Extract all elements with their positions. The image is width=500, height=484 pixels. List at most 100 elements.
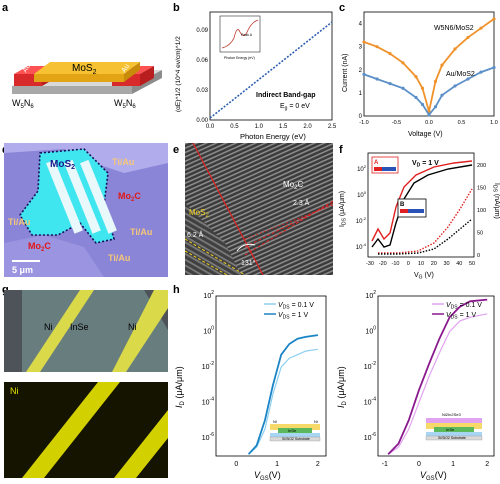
svg-text:Si/SiO2 Substrate: Si/SiO2 Substrate — [438, 436, 466, 440]
b-xtick: 1.0 — [255, 124, 264, 130]
c-point — [401, 86, 405, 90]
panel-b-xticks: 0.0 0.5 1.0 1.5 2.0 2.5 — [206, 124, 337, 130]
b-xtick: 1.5 — [279, 124, 288, 130]
f-yticks-left: 102 100 10-2 10-4 — [356, 164, 367, 251]
e-spacing-1: 2.3 Å — [293, 198, 310, 207]
h-ytick: 10-6 — [202, 432, 214, 442]
h-left-series — [247, 334, 319, 455]
svg-text:10-4: 10-4 — [356, 242, 367, 251]
e-interface-line — [192, 143, 264, 275]
f-xtick: -20 — [379, 261, 387, 267]
panel-e-letter: e — [173, 144, 180, 156]
f-ytick-right: 200 — [477, 163, 486, 169]
c-ytick: 0 — [359, 114, 363, 120]
c-point — [453, 47, 457, 51]
panel-c-legend-2: Au/MoS2 — [446, 71, 475, 78]
f-ytick-right: 0 — [477, 253, 480, 259]
panel-g-images: Ni InSe Ni Ni — [4, 290, 168, 478]
c-xtick: -1.0 — [359, 120, 368, 126]
f-xtick: -30 — [366, 261, 374, 267]
c-point — [479, 70, 483, 74]
h-left-xlabel: VGS(V) — [254, 470, 281, 482]
c-point — [414, 95, 418, 100]
d-tiau-label-4: Ti/Au — [108, 253, 130, 263]
e-angle-label: 131° — [241, 259, 256, 267]
h-ytick: 10-6 — [364, 432, 376, 442]
f-ylabel-right: IDS (nA/μm) — [492, 183, 500, 219]
f-xtick: 40 — [456, 261, 462, 267]
f-ytick-right: 100 — [477, 208, 486, 214]
panel-h-left-chart: VDS = 0.1 V VDS = 1 V Ni InSe Ni Si/SiO2… — [174, 290, 327, 482]
c-point — [466, 35, 470, 40]
d-scale-label: 5 μm — [12, 265, 33, 275]
h-right-xticks: -1 0 1 2 — [382, 461, 490, 468]
c-point — [433, 79, 438, 83]
f-xticks: -30 -20 -10 0 10 20 30 40 50 — [366, 261, 475, 267]
e-mos2-label: MoS2 — [189, 208, 209, 219]
f-title: VD = 1 V — [412, 160, 439, 169]
h-left-legend-1: VDS = 0.1 V — [278, 302, 314, 311]
b-ytick: 0.00 — [196, 118, 208, 124]
h-series-line — [387, 313, 488, 455]
c-ytick: 1 — [359, 91, 363, 97]
c-point — [440, 63, 444, 67]
e-spacing-2: 6.2 Å — [187, 230, 204, 239]
panel-d-micrograph: MoS2 Ti/Au Ti/Au Ti/Au Ti/Au Mo2C Mo2C 5… — [4, 143, 168, 277]
h-xtick: 1 — [451, 461, 455, 468]
inset-peak-label: Peak A — [241, 33, 253, 37]
panel-h-right-chart: VDS = 0.1 V VDS = 1 V Ni2In2Se3 InSe Si/… — [336, 290, 495, 482]
panel-b-letter: b — [173, 2, 180, 14]
panel-c-series-au — [362, 65, 496, 117]
panel-c-yticks: 0 1 2 3 4 — [359, 22, 363, 120]
f-ytick-right: 150 — [477, 186, 486, 192]
c-series-line — [363, 18, 495, 112]
panel-b-yticks: 0.00 0.03 0.06 0.09 — [196, 28, 208, 124]
h-series-line — [248, 348, 318, 455]
b-ytick: 0.09 — [196, 28, 208, 34]
h-right-series — [387, 298, 488, 455]
eg-annotation: Eg = 0 eV — [280, 103, 310, 112]
c-point — [375, 45, 379, 49]
panel-b-line — [209, 21, 333, 119]
d-tiau-label-1: Ti/Au — [112, 157, 134, 167]
c-point — [362, 40, 366, 44]
f-curve-red — [371, 160, 473, 242]
panel-c-xticks: -1.0 -0.5 0.0 0.5 1.0 — [359, 120, 498, 126]
c-ytick: 3 — [359, 45, 363, 51]
h-xtick: 1 — [275, 461, 279, 468]
c-point — [414, 75, 418, 79]
svg-text:10-2: 10-2 — [356, 216, 367, 225]
h-ytick: 10-4 — [202, 397, 214, 407]
c-xtick: 0.5 — [458, 120, 466, 126]
b-xtick: 0.5 — [230, 124, 239, 130]
b-xtick: 2.0 — [303, 124, 312, 130]
svg-text:InSe: InSe — [446, 427, 455, 432]
panel-c-xlabel: Voltage (V) — [408, 131, 443, 138]
e-mo2c-label: Mo2C — [283, 180, 303, 191]
h-series-line — [247, 334, 319, 455]
panel-c-chart: W5N6/MoS2 Au/MoS2 -1.0 -0.5 0.0 0.5 1.0 0 1 2 3… — [342, 11, 498, 138]
c-point — [466, 77, 470, 81]
c-point — [420, 102, 425, 107]
c-point — [388, 82, 392, 86]
g-ni-label-3: Ni — [10, 386, 19, 396]
h-ytick: 100 — [365, 326, 376, 336]
c-point — [375, 77, 379, 81]
svg-text:Ni2In2Se3: Ni2In2Se3 — [442, 412, 461, 417]
h-right-xlabel: VGS(V) — [420, 470, 447, 482]
c-xtick: 0.0 — [425, 120, 433, 126]
svg-text:100: 100 — [357, 190, 367, 199]
c-ytick: 2 — [359, 68, 363, 74]
f-xtick: 50 — [469, 261, 475, 267]
b-xtick: 0.0 — [206, 124, 215, 130]
h-left-xticks: 0 1 2 — [234, 461, 319, 468]
c-ytick: 4 — [359, 22, 363, 28]
panel-e-tem: Mo2C 2.3 Å MoS2 6.2 Å 131° — [185, 143, 333, 275]
panel-c-letter: c — [339, 2, 346, 14]
left-w5n6-label: W5N6 — [12, 98, 34, 110]
h-right-legend-1: VDS = 0.1 V — [446, 302, 482, 311]
c-point — [440, 93, 444, 97]
g-inse-label: InSe — [70, 322, 89, 332]
f-xtick: 30 — [443, 261, 449, 267]
h-xtick: 2 — [316, 461, 320, 468]
